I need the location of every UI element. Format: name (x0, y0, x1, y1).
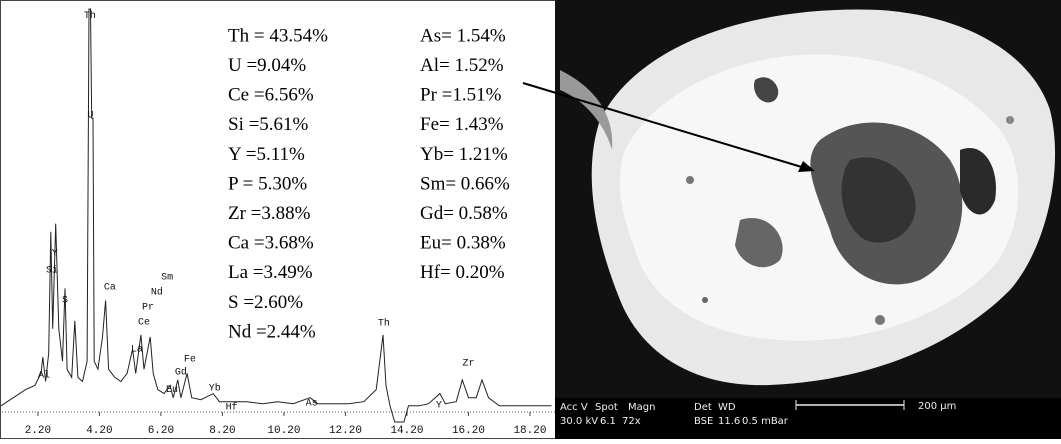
peak-label: Eu (166, 385, 178, 396)
peak-label: S (62, 295, 68, 306)
composition-entry: Hf= 0.20% (420, 262, 505, 283)
composition-entry: Fe= 1.43% (420, 114, 504, 135)
composition-entry: Al= 1.52% (420, 55, 504, 76)
composition-entry: P = 5.30% (228, 173, 307, 194)
peak-label: Th (84, 10, 96, 22)
x-tick-label: 10.20 (267, 425, 300, 437)
composition-entry: Gd= 0.58% (420, 203, 508, 224)
peak-label: As (306, 399, 318, 410)
peak-label: Th (378, 317, 390, 329)
sem-header: Spot (595, 402, 618, 413)
sem-header: Acc V (560, 402, 588, 413)
peak-label: Y (436, 401, 442, 412)
peak-label: Pr (142, 303, 154, 314)
composition-entry: Eu= 0.38% (420, 233, 506, 254)
composition-entry: Si =5.61% (228, 114, 309, 135)
peak-label: Y (52, 248, 58, 259)
sem-value: 0.5 mBar (742, 416, 789, 427)
sem-header: Det (694, 402, 712, 413)
composition-entry: Ce =6.56% (228, 85, 314, 106)
composition-entry: Nd =2.44% (228, 321, 316, 342)
x-tick-label: 14.20 (390, 425, 423, 437)
composition-entry: Pr =1.51% (420, 85, 502, 106)
peak-label: Nd (151, 287, 163, 299)
x-tick-label: 2.20 (25, 425, 51, 437)
x-tick-label: 6.20 (148, 425, 174, 437)
peak-label: Si (46, 264, 58, 276)
peak-label: Gd (175, 366, 187, 378)
peak-label: La (131, 344, 143, 355)
x-tick-label: 12.20 (329, 425, 362, 437)
composition-entry: Yb= 1.21% (420, 144, 508, 165)
scale-label: 200 µm (918, 401, 956, 412)
composition-entry: U =9.04% (228, 55, 306, 76)
figure: 200 µm 2.20 4.20 6.20 8.20 10.20 12.20 14.20 16… (0, 0, 1061, 439)
composition-entry: S =2.60% (228, 292, 303, 313)
composition-entry: Th = 43.54% (228, 25, 328, 46)
sem-image (555, 0, 1061, 439)
composition-entry: Ca =3.68% (228, 233, 314, 254)
sem-value: 30.0 kV (560, 416, 598, 427)
x-tick-label: 8.20 (209, 425, 235, 437)
sem-value: BSE (694, 416, 713, 427)
peak-label: Hf (226, 402, 238, 414)
composition-entry: Y =5.11% (228, 144, 305, 165)
peak-label: Zr (462, 358, 474, 369)
x-tick-label: 4.20 (86, 425, 112, 437)
sem-value: 72x (622, 416, 641, 427)
sem-value: 6.1 (600, 416, 616, 427)
composition-entry: Zr =3.88% (228, 203, 311, 224)
composition-entry: As= 1.54% (420, 25, 506, 46)
x-tick-label: 18.20 (513, 425, 546, 437)
composition-entry: Sm= 0.66% (420, 173, 510, 194)
composition-entry: La =3.49% (228, 262, 313, 283)
sem-value: 11.6 (718, 416, 740, 427)
peak-label: Yb (209, 383, 221, 395)
peak-label: U (87, 111, 93, 122)
peak-label: Ca (104, 282, 116, 293)
peak-label: Sm (161, 273, 173, 284)
sem-header: Magn (628, 402, 655, 413)
x-tick-label: 16.20 (452, 425, 485, 437)
peak-label: Ce (138, 318, 150, 329)
sem-header: WD (718, 402, 736, 413)
peak-label: Al (38, 370, 50, 382)
peak-label: Fe (184, 354, 196, 365)
